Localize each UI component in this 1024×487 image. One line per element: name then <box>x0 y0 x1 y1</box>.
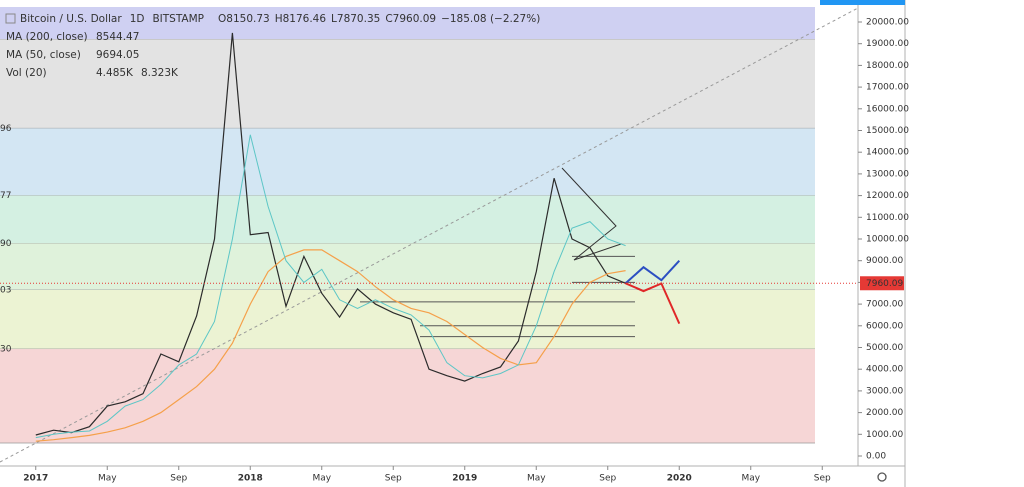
indicator-value: 9694.05 <box>96 49 139 61</box>
x-tick-label: May <box>98 474 117 484</box>
x-tick-label: May <box>312 474 331 484</box>
ohlc-key: O <box>218 13 226 25</box>
y-tick-label: 3000.00 <box>866 386 903 396</box>
y-tick-label: 5000.00 <box>866 343 903 353</box>
plot-area: 96 77 90 03 30 <box>0 7 859 463</box>
fib-label: 96 <box>0 124 12 134</box>
ohlc-value: 7870.35 <box>337 13 380 25</box>
y-tick-label: 17000.00 <box>866 83 909 93</box>
y-tick-label: 20000.00 <box>866 18 909 28</box>
indicator-label: MA (200, close) <box>6 31 88 43</box>
ohlc-value: 7960.09 <box>393 13 436 25</box>
x-tick-label: 2019 <box>452 474 477 484</box>
y-tick-label: 19000.00 <box>866 39 909 49</box>
last-price-label: 7960.09 <box>866 279 903 289</box>
ohlc-value: 8150.73 <box>226 13 269 25</box>
y-tick-label: 9000.00 <box>866 256 903 266</box>
y-tick-label: 6000.00 <box>866 321 903 331</box>
x-tick-label: 2020 <box>667 474 692 484</box>
fib-band <box>0 243 815 290</box>
y-tick-label: 2000.00 <box>866 408 903 418</box>
fib-band <box>0 7 815 40</box>
x-tick-label: 2018 <box>238 474 263 484</box>
y-tick-label: 13000.00 <box>866 169 909 179</box>
collapse-icon[interactable] <box>5 13 16 24</box>
x-tick-label: May <box>741 474 760 484</box>
y-tick-label: 12000.00 <box>866 191 909 201</box>
fib-label: 77 <box>0 191 11 201</box>
y-tick-label: 7000.00 <box>866 300 903 310</box>
ohlc-key: H <box>275 13 283 25</box>
ohlc-value: 8176.46 <box>283 13 327 25</box>
y-tick-label: 1000.00 <box>866 430 903 440</box>
x-tick-label: Sep <box>385 474 402 484</box>
indicator-value: 8544.47 <box>96 31 139 43</box>
change: −185.08 (−2.27%) <box>441 13 540 25</box>
interval: 1D <box>130 13 145 25</box>
ohlc-key: L <box>331 13 337 25</box>
fib-label: 90 <box>0 239 12 249</box>
last-price-tag <box>860 276 904 291</box>
y-tick-label: 15000.00 <box>866 126 909 136</box>
projection-line <box>625 282 681 325</box>
symbol: Bitcoin / U.S. Dollar <box>20 13 122 25</box>
y-tick-label: 11000.00 <box>866 213 909 223</box>
fib-band <box>0 349 815 443</box>
x-tick-label: Sep <box>170 474 187 484</box>
indicator-label: Vol (20) <box>6 67 47 79</box>
series-line <box>35 32 626 436</box>
series-line <box>35 249 626 442</box>
fib-band <box>0 289 815 350</box>
top-button[interactable] <box>820 0 905 5</box>
fib-label: 30 <box>0 345 12 355</box>
projection-line <box>624 260 681 285</box>
indicator-value: 8.323K <box>141 67 179 79</box>
x-tick-label: 2017 <box>23 474 48 484</box>
settings-icon[interactable] <box>877 472 887 482</box>
x-tick-label: Sep <box>599 474 616 484</box>
y-tick-label: 16000.00 <box>866 104 909 114</box>
fib-label: 03 <box>0 285 11 295</box>
y-tick-label: 14000.00 <box>866 148 909 158</box>
series-line <box>35 134 626 439</box>
indicator-value: 4.485K <box>96 67 134 79</box>
y-tick-label: 0.00 <box>866 452 886 462</box>
y-tick-label: 4000.00 <box>866 365 903 375</box>
x-tick-label: May <box>527 474 546 484</box>
triangle-drawing <box>561 167 622 261</box>
y-tick-label: 10000.00 <box>866 235 909 245</box>
fib-band <box>0 128 815 196</box>
fib-band <box>0 39 815 129</box>
y-tick-label: 18000.00 <box>866 61 909 71</box>
fib-band <box>0 195 815 244</box>
x-tick-label: Sep <box>814 474 831 484</box>
ohlc-key: C <box>385 13 392 25</box>
exchange: BITSTAMP <box>152 13 204 25</box>
indicator-label: MA (50, close) <box>6 49 81 61</box>
